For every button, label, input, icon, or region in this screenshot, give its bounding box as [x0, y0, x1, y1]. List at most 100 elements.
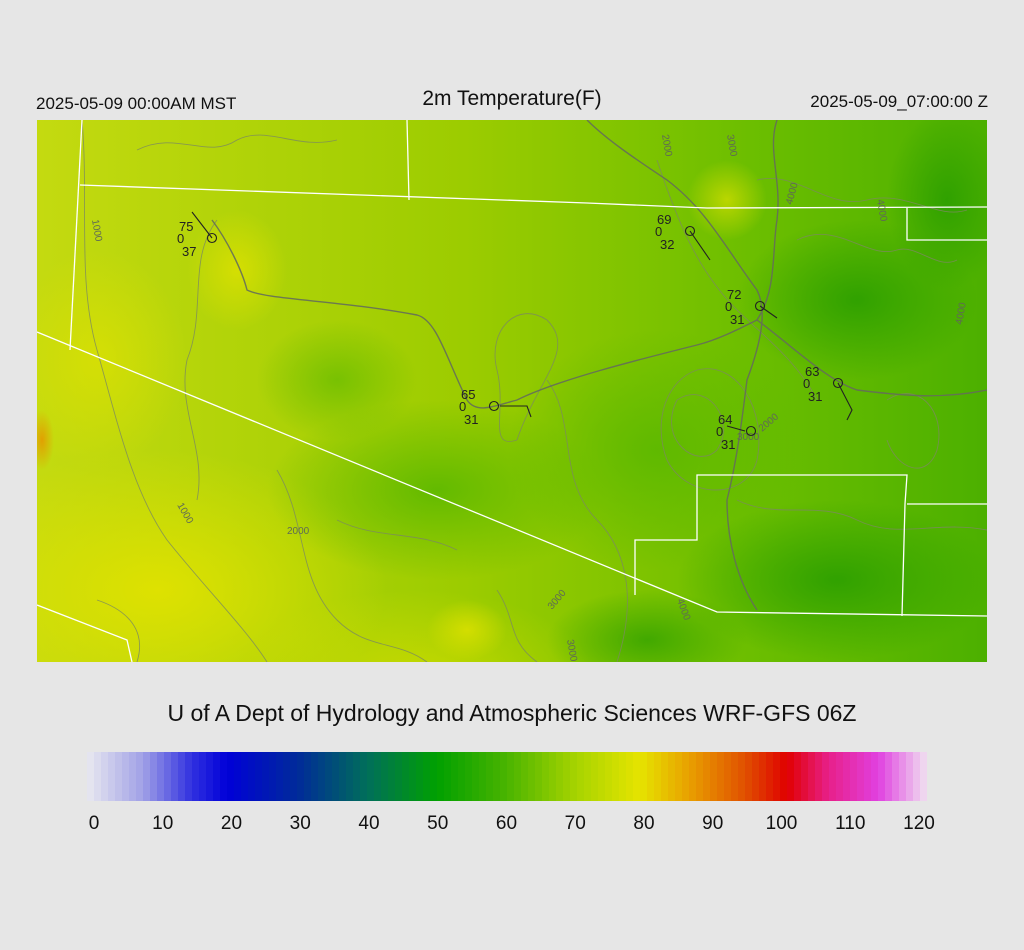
colorbar-bin [493, 752, 501, 801]
contour-label: 4000 [954, 301, 969, 325]
colorbar-bin [815, 752, 823, 801]
colorbar-tick-label: 60 [495, 813, 518, 834]
contour-label: 3000 [724, 134, 739, 158]
station-value: 0 [725, 299, 732, 314]
colorbar-tick-label: 120 [903, 813, 935, 834]
colorbar-bin [367, 752, 375, 801]
station-value: 0 [655, 224, 662, 239]
colorbar-bin [458, 752, 466, 801]
colorbar-bin [787, 752, 795, 801]
colorbar-bin [598, 752, 606, 801]
wind-barb [837, 382, 853, 421]
colorbar-bin [759, 752, 767, 801]
colorbar-bin [283, 752, 291, 801]
colorbar-bin [444, 752, 452, 801]
colorbar-bin [640, 752, 648, 801]
colorbar-bin [717, 752, 725, 801]
station-dewpoint: 31 [730, 312, 744, 327]
colorbar-bin [276, 752, 284, 801]
station-dewpoint: 31 [721, 437, 735, 452]
colorbar-bin [374, 752, 382, 801]
colorbar-bin [899, 752, 907, 801]
station-marker [745, 425, 757, 437]
colorbar-tick-label: 40 [358, 813, 380, 834]
contour-label: 3000 [737, 432, 760, 443]
station-temperature: 65 [461, 387, 475, 402]
colorbar-bin [101, 752, 109, 801]
colorbar-bin [605, 752, 613, 801]
colorbar-bin [843, 752, 851, 801]
station-marker [684, 225, 696, 237]
contour-label: 2000 [659, 134, 674, 158]
wind-barb [759, 305, 778, 319]
colorbar-bin [402, 752, 410, 801]
colorbar-tick-label: 50 [427, 813, 449, 834]
colorbar-bin [472, 752, 480, 801]
station-temperature: 72 [727, 287, 741, 302]
colorbar-bin [780, 752, 788, 801]
temperature-colorbar [87, 752, 927, 801]
colorbar-bin [556, 752, 564, 801]
colorbar-bin [549, 752, 557, 801]
colorbar-bin [584, 752, 592, 801]
colorbar-bin [633, 752, 641, 801]
contour-label: 2000 [287, 526, 310, 537]
local-time-label: 2025-05-09 00:00AM MST [36, 94, 237, 113]
colorbar-bin [353, 752, 361, 801]
contour-label: 3000 [564, 639, 579, 662]
station-value: 0 [177, 231, 184, 246]
colorbar-bin [381, 752, 389, 801]
colorbar-tick-label: 0 [88, 813, 100, 834]
colorbar-bin [171, 752, 179, 801]
colorbar-bin [773, 752, 781, 801]
colorbar-bin [612, 752, 620, 801]
colorbar-tick-label: 90 [702, 813, 724, 834]
station-temperature: 69 [657, 212, 671, 227]
colorbar-tick-label: 10 [152, 813, 174, 834]
colorbar-bin [339, 752, 347, 801]
colorbar-bin [220, 752, 228, 801]
colorbar-bin [577, 752, 585, 801]
colorbar-bin [332, 752, 340, 801]
colorbar-bin [654, 752, 662, 801]
station-dewpoint: 31 [464, 412, 478, 427]
station-dewpoint: 37 [182, 244, 196, 259]
colorbar-bin [311, 752, 319, 801]
colorbar-bin [521, 752, 529, 801]
station-value: 0 [459, 399, 466, 414]
colorbar-bin [416, 752, 424, 801]
colorbar-bin [808, 752, 816, 801]
map-title: 2m Temperature(F) [422, 87, 602, 110]
rivers [211, 120, 987, 611]
colorbar-bin [801, 752, 809, 801]
colorbar-bin [157, 752, 165, 801]
colorbar-bin [920, 752, 927, 801]
colorbar-tick-label: 80 [633, 813, 655, 834]
colorbar-bin [94, 752, 102, 801]
colorbar-bin [878, 752, 886, 801]
station-marker [488, 400, 500, 412]
colorbar-bin [395, 752, 403, 801]
colorbar-bin [346, 752, 354, 801]
station-value: 0 [716, 424, 723, 439]
colorbar-bin [430, 752, 438, 801]
colorbar-bin [486, 752, 494, 801]
colorbar-bin [269, 752, 277, 801]
colorbar-bin [213, 752, 221, 801]
colorbar-bin [570, 752, 578, 801]
colorbar-bin [535, 752, 543, 801]
colorbar-bin [696, 752, 704, 801]
colorbar-bin [724, 752, 732, 801]
colorbar-bin [115, 752, 123, 801]
colorbar-bin [465, 752, 473, 801]
station-marker [206, 232, 218, 244]
colorbar-bin [150, 752, 158, 801]
colorbar-bin [136, 752, 144, 801]
colorbar-bin [409, 752, 417, 801]
colorbar-bin [164, 752, 172, 801]
colorbar-bin [668, 752, 676, 801]
